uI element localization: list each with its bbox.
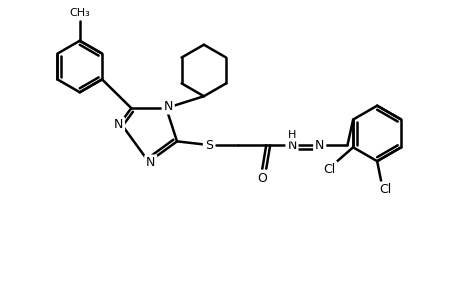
Text: Cl: Cl bbox=[378, 183, 390, 196]
Text: N: N bbox=[146, 156, 155, 170]
Text: H: H bbox=[287, 130, 296, 140]
Text: S: S bbox=[204, 139, 212, 152]
Text: N: N bbox=[286, 139, 296, 152]
Text: CH₃: CH₃ bbox=[69, 8, 90, 18]
Text: O: O bbox=[257, 172, 267, 184]
Text: N: N bbox=[163, 100, 173, 112]
Text: N: N bbox=[314, 139, 324, 152]
Text: N: N bbox=[113, 118, 123, 131]
Text: Cl: Cl bbox=[323, 163, 335, 176]
